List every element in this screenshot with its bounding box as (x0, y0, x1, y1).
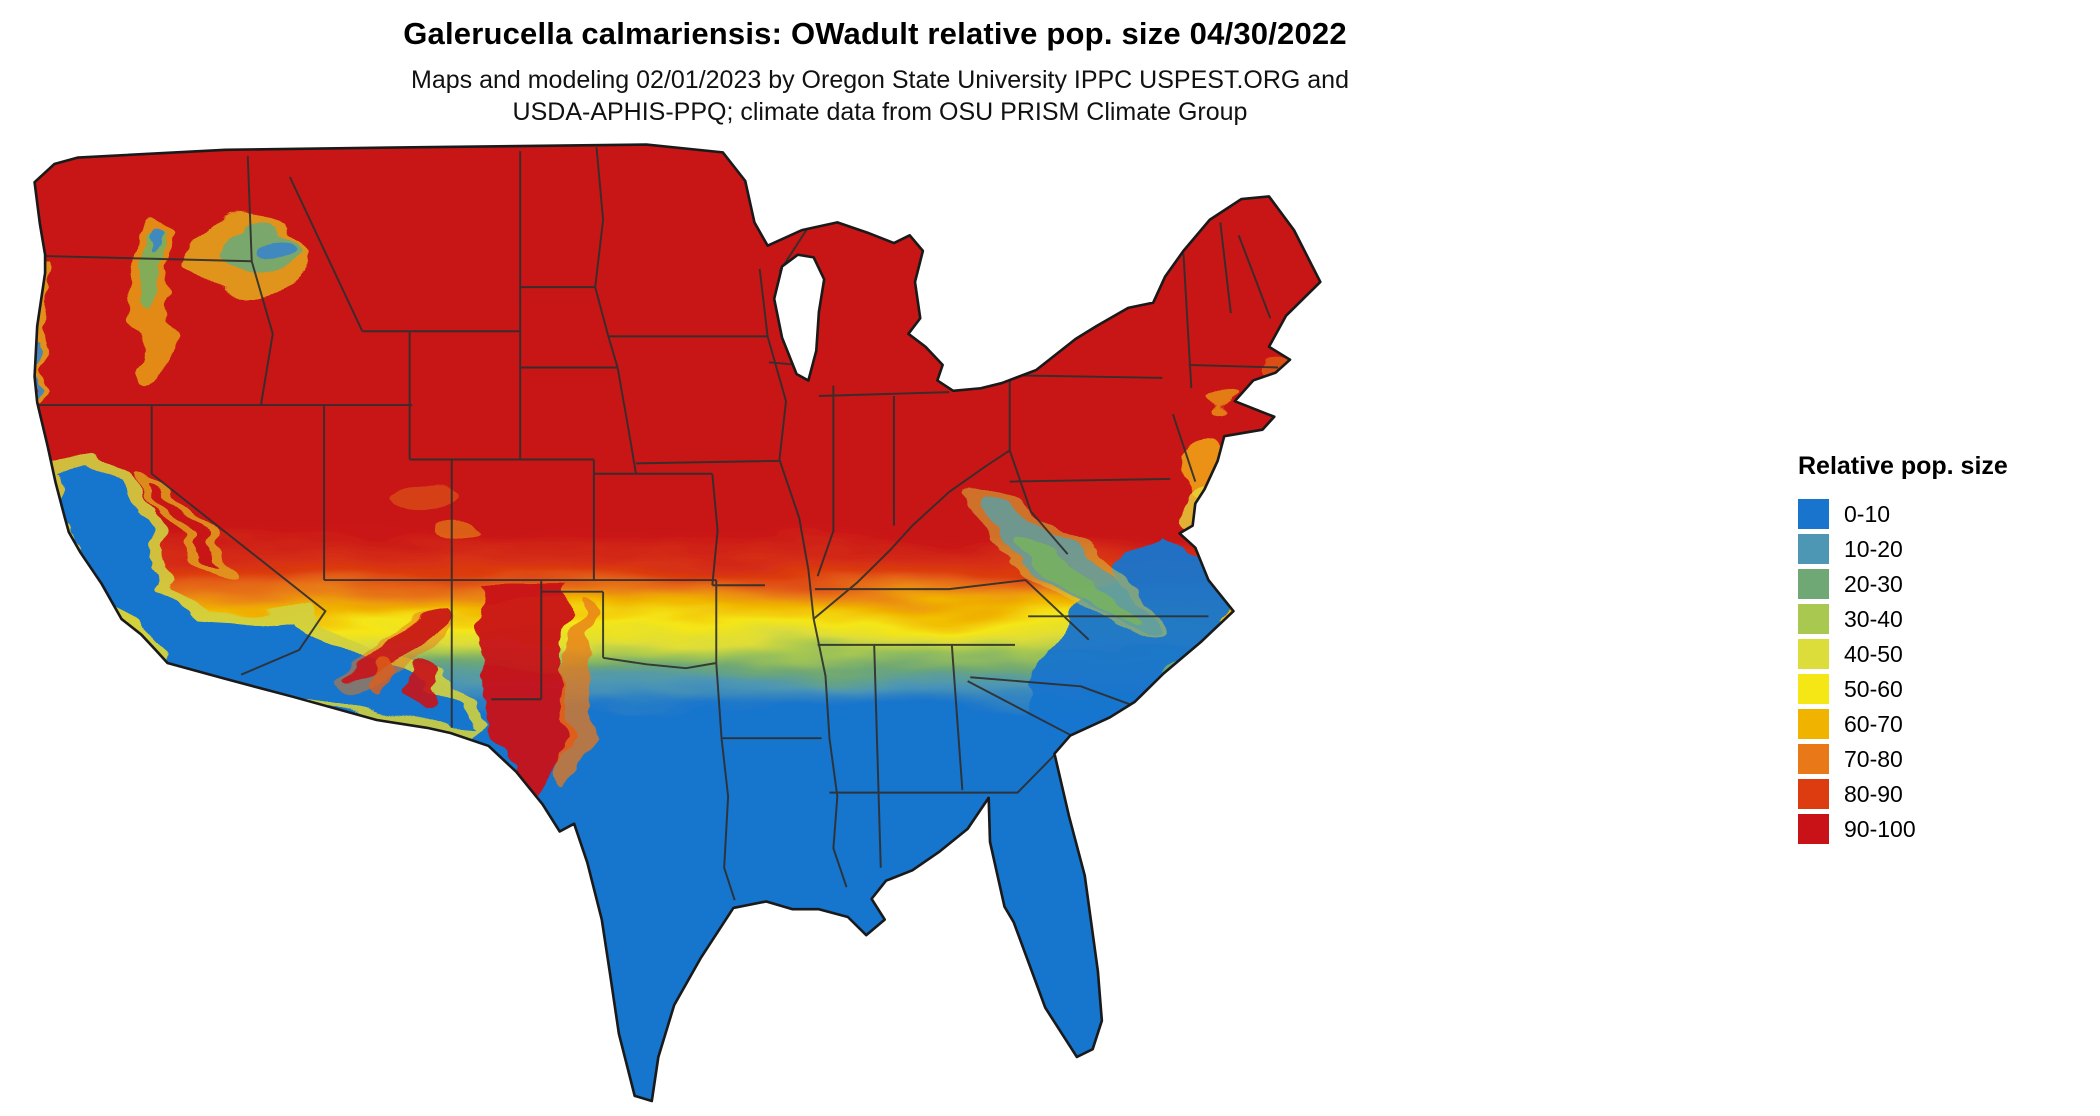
legend-item: 30-40 (1798, 604, 2088, 634)
legend-item-label: 50-60 (1844, 675, 1903, 702)
legend-item: 70-80 (1798, 744, 2088, 774)
map-fill-layer (34, 144, 1321, 1102)
legend-item: 10-20 (1798, 534, 2088, 564)
legend-items: 0-10 10-20 20-30 30-40 40-50 50-60 60-70 70-80 8… (1798, 499, 2088, 844)
legend-swatch (1798, 674, 1829, 704)
subtitle-line-2: USDA-APHIS-PPQ; climate data from OSU PR… (512, 98, 1248, 126)
legend-swatch (1798, 639, 1829, 669)
legend-item-label: 30-40 (1844, 605, 1903, 632)
legend-item: 0-10 (1798, 499, 2088, 529)
legend-item-label: 40-50 (1844, 640, 1903, 667)
state-borders (35, 147, 1279, 901)
legend-item: 90-100 (1798, 814, 2088, 844)
legend-item: 80-90 (1798, 779, 2088, 809)
legend-swatch (1798, 534, 1829, 564)
legend-item-label: 80-90 (1844, 780, 1903, 807)
legend-item-label: 70-80 (1844, 745, 1903, 772)
legend-item-label: 60-70 (1844, 710, 1903, 737)
page-subtitle: Maps and modeling 02/01/2023 by Oregon S… (0, 64, 1760, 128)
subtitle-line-1: Maps and modeling 02/01/2023 by Oregon S… (411, 66, 1349, 94)
legend: Relative pop. size 0-10 10-20 20-30 30-40 40… (1798, 452, 2088, 849)
us-map-svg (33, 143, 1322, 1103)
page-title: Galerucella calmariensis: OWadult relati… (403, 16, 1347, 51)
legend-item: 50-60 (1798, 674, 2088, 704)
legend-item-label: 90-100 (1844, 815, 1916, 842)
us-outline (33, 143, 1322, 1103)
legend-item-label: 10-20 (1844, 535, 1903, 562)
legend-item: 60-70 (1798, 709, 2088, 739)
legend-swatch (1798, 779, 1829, 809)
legend-item-label: 20-30 (1844, 570, 1903, 597)
legend-item-label: 0-10 (1844, 500, 1891, 527)
legend-swatch (1798, 569, 1829, 599)
legend-swatch (1798, 499, 1829, 529)
legend-swatch (1798, 814, 1829, 844)
legend-swatch (1798, 604, 1829, 634)
legend-title: Relative pop. size (1798, 452, 2008, 480)
legend-swatch (1798, 744, 1829, 774)
legend-item: 20-30 (1798, 569, 2088, 599)
legend-item: 40-50 (1798, 639, 2088, 669)
legend-swatch (1798, 709, 1829, 739)
us-population-map (28, 142, 1344, 1114)
